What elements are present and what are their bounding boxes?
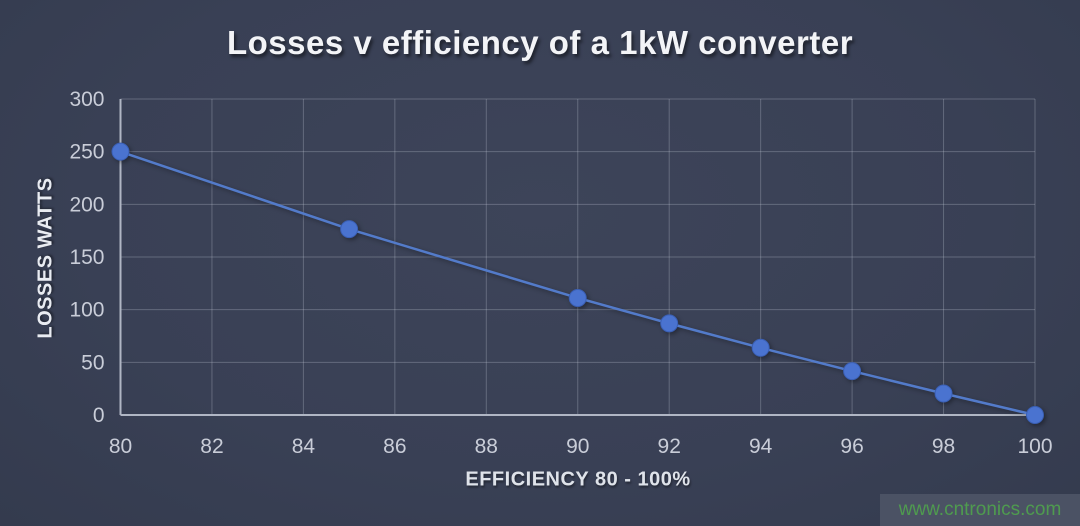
y-tick-label: 100 [69,299,104,322]
data-point-marker [660,314,679,333]
y-tick-label: 200 [69,193,104,216]
y-tick-label: 150 [69,246,104,269]
series-line [120,150,1036,417]
watermark: www.cntronics.com [880,494,1080,526]
y-tick-label: 0 [93,404,105,427]
chart-title: Losses v efficiency of a 1kW converter [226,24,854,61]
data-point-marker [934,384,953,403]
data-point-marker [340,220,359,239]
data-point-marker [843,362,862,381]
y-tick-label: 50 [81,351,104,374]
data-point-marker [751,338,770,357]
y-tick-label: 250 [69,141,104,164]
x-tick-label: 88 [475,435,498,458]
data-point-marker [111,142,130,161]
series-losses [111,142,1044,424]
data-point-marker [1026,406,1044,424]
x-tick-label: 84 [292,435,316,458]
x-tick-label: 94 [749,435,773,458]
x-tick-label: 92 [658,435,681,458]
y-tick-label: 300 [69,88,104,111]
x-tick-label: 96 [840,435,863,458]
x-axis-title: EFFICIENCY 80 - 100% [465,468,691,491]
x-tick-label: 80 [109,435,132,458]
data-point-marker [568,288,587,307]
x-tick-label: 98 [932,435,955,458]
x-tick-label: 82 [200,435,223,458]
x-tick-label: 90 [566,435,589,458]
x-tick-label: 86 [383,435,406,458]
x-tick-label: 100 [1017,435,1052,458]
